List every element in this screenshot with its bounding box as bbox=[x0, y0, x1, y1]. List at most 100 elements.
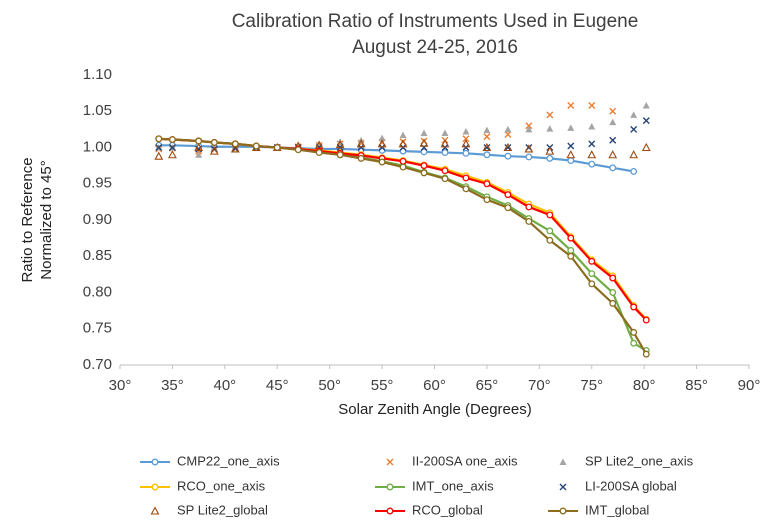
legend-marker bbox=[151, 483, 159, 491]
y-tick-label: 1.05 bbox=[83, 102, 112, 119]
x-tick-label: 70° bbox=[528, 377, 551, 394]
data-point bbox=[609, 289, 617, 296]
legend-marker bbox=[150, 506, 160, 515]
data-point bbox=[483, 126, 491, 134]
data-point bbox=[357, 144, 365, 151]
legend-label: RCO_global bbox=[412, 502, 483, 517]
data-point bbox=[462, 149, 470, 157]
y-axis-label: Normalized to 45° bbox=[38, 160, 55, 279]
data-point bbox=[461, 139, 471, 148]
legend-marker bbox=[559, 507, 567, 515]
data-point bbox=[357, 154, 365, 162]
data-point bbox=[525, 217, 533, 225]
series-line bbox=[158, 137, 648, 355]
data-point bbox=[399, 131, 407, 139]
data-point bbox=[609, 136, 617, 144]
legend-label: II-200SA one_axis bbox=[412, 453, 518, 468]
legend-label: IMT_one_axis bbox=[412, 478, 494, 493]
data-point bbox=[462, 128, 470, 135]
data-point bbox=[167, 150, 177, 159]
data-point bbox=[642, 101, 650, 109]
x-tick-label: 85° bbox=[685, 377, 708, 394]
chart-subtitle: August 24-25, 2016 bbox=[352, 37, 518, 58]
data-point bbox=[419, 138, 429, 147]
data-point bbox=[420, 169, 428, 177]
data-point bbox=[630, 339, 638, 347]
data-point bbox=[524, 144, 534, 153]
y-tick-label: 0.80 bbox=[83, 283, 112, 300]
data-point bbox=[335, 139, 345, 149]
data-point bbox=[378, 144, 386, 151]
data-point bbox=[420, 148, 428, 156]
data-point bbox=[420, 129, 428, 136]
data-point bbox=[377, 139, 387, 148]
data-point bbox=[567, 142, 575, 150]
data-point bbox=[525, 203, 533, 211]
data-point bbox=[567, 246, 575, 254]
data-point bbox=[546, 227, 554, 235]
chart-title: Calibration Ratio of Instruments Used in… bbox=[232, 11, 639, 32]
x-tick-label: 65° bbox=[476, 377, 499, 394]
x-axis-label: Solar Zenith Angle (Degrees) bbox=[338, 401, 531, 418]
legend-marker bbox=[559, 458, 567, 465]
y-tick-label: 0.70 bbox=[83, 356, 112, 373]
data-point bbox=[336, 151, 344, 159]
data-point bbox=[630, 167, 638, 175]
data-point bbox=[588, 280, 596, 288]
data-point bbox=[399, 163, 407, 171]
data-point bbox=[462, 144, 470, 151]
data-point bbox=[420, 162, 428, 170]
data-point bbox=[194, 142, 204, 152]
data-point bbox=[588, 257, 596, 265]
data-point bbox=[155, 135, 163, 143]
data-point bbox=[546, 125, 554, 132]
data-point bbox=[195, 137, 203, 145]
data-point bbox=[378, 158, 386, 166]
data-point bbox=[399, 157, 407, 165]
x-tick-label: 40° bbox=[213, 377, 236, 394]
data-point bbox=[399, 144, 407, 151]
x-tick-label: 35° bbox=[161, 377, 184, 394]
data-point bbox=[504, 130, 512, 138]
legend-label: SP Lite2_global bbox=[177, 502, 268, 517]
data-point bbox=[504, 191, 512, 199]
data-point bbox=[231, 140, 239, 148]
data-point bbox=[441, 167, 449, 175]
data-point bbox=[567, 252, 575, 260]
data-point bbox=[168, 136, 176, 143]
data-point bbox=[441, 144, 449, 151]
data-point bbox=[630, 125, 638, 133]
data-point bbox=[462, 185, 470, 193]
legend-label: CMP22_one_axis bbox=[177, 453, 280, 468]
data-point bbox=[440, 139, 450, 148]
data-point bbox=[546, 154, 554, 162]
legend-marker bbox=[386, 507, 394, 515]
data-point bbox=[483, 133, 491, 141]
data-point bbox=[588, 122, 596, 130]
legend-marker bbox=[386, 483, 394, 491]
data-point bbox=[525, 153, 533, 161]
data-point bbox=[642, 117, 650, 125]
data-point bbox=[609, 164, 617, 172]
data-point bbox=[630, 328, 638, 336]
data-point bbox=[525, 125, 533, 133]
data-point bbox=[567, 234, 575, 242]
data-point bbox=[482, 142, 492, 152]
data-point bbox=[195, 147, 203, 155]
data-point bbox=[642, 350, 650, 358]
data-point bbox=[545, 146, 555, 155]
data-point bbox=[504, 144, 512, 151]
y-axis-label: Ratio to Reference bbox=[19, 157, 36, 282]
y-tick-label: 0.90 bbox=[83, 211, 112, 228]
data-point bbox=[441, 175, 449, 183]
legend-marker bbox=[151, 458, 159, 466]
series-line bbox=[158, 137, 647, 352]
y-tick-label: 0.95 bbox=[83, 175, 112, 192]
data-point bbox=[209, 146, 219, 155]
data-point bbox=[609, 274, 617, 282]
x-tick-label: 45° bbox=[266, 377, 289, 394]
y-tick-label: 1.10 bbox=[83, 66, 112, 83]
data-point bbox=[609, 118, 617, 126]
data-point bbox=[609, 299, 617, 307]
data-point bbox=[483, 151, 491, 159]
